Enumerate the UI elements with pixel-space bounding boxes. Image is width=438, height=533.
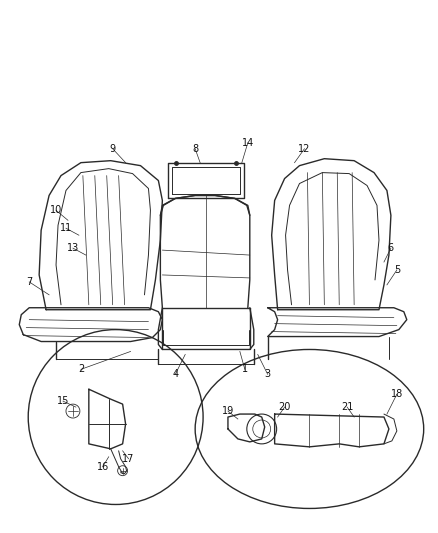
Text: 15: 15 (57, 396, 69, 406)
Text: 18: 18 (391, 389, 403, 399)
Text: 19: 19 (222, 406, 234, 416)
Text: 21: 21 (341, 402, 353, 412)
Text: 8: 8 (192, 144, 198, 154)
Text: 12: 12 (298, 144, 311, 154)
Text: 13: 13 (67, 243, 79, 253)
Text: 11: 11 (60, 223, 72, 233)
Text: 17: 17 (122, 454, 135, 464)
Text: 1: 1 (242, 365, 248, 374)
Text: 4: 4 (172, 369, 178, 379)
Text: 16: 16 (97, 462, 109, 472)
Text: 2: 2 (78, 365, 84, 374)
Text: 20: 20 (279, 402, 291, 412)
Text: 6: 6 (388, 243, 394, 253)
Text: 5: 5 (394, 265, 400, 275)
Text: 7: 7 (26, 277, 32, 287)
Text: 14: 14 (242, 138, 254, 148)
Text: 3: 3 (265, 369, 271, 379)
Text: 9: 9 (110, 144, 116, 154)
Text: 10: 10 (50, 205, 62, 215)
